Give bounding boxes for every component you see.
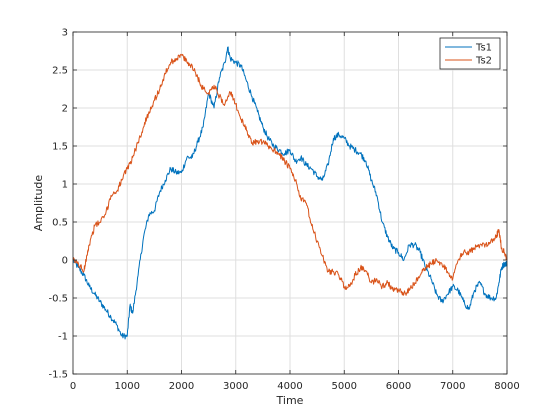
series-line-ts2 bbox=[72, 53, 508, 296]
y-tick-label: 1 bbox=[62, 180, 68, 191]
y-tick-label: -1.5 bbox=[48, 370, 68, 381]
x-tick-label: 5000 bbox=[332, 381, 357, 392]
x-tick-label: 7000 bbox=[440, 381, 465, 392]
y-tick-label: 3 bbox=[62, 28, 68, 39]
series-line-ts1 bbox=[72, 46, 508, 340]
legend-box bbox=[439, 37, 501, 70]
y-tick-label: -0.5 bbox=[48, 294, 68, 305]
y-tick-label: 1.5 bbox=[52, 142, 68, 153]
x-tick-label: 1000 bbox=[115, 381, 140, 392]
y-axis-label: Amplitude bbox=[32, 175, 45, 232]
ticks-layer: 0 1000 2000 3000 4000 5000 6000 7000 8000 -1.5 -1 -… bbox=[48, 28, 519, 393]
y-tick-label: 2.5 bbox=[52, 66, 68, 77]
x-tick-label: 6000 bbox=[386, 381, 411, 392]
x-tick-label: 3000 bbox=[223, 381, 248, 392]
legend-label-ts1: Ts1 bbox=[475, 43, 492, 54]
x-tick-label: 0 bbox=[70, 381, 76, 392]
x-axis-label: Time bbox=[276, 394, 304, 407]
x-tick-label: 2000 bbox=[169, 381, 194, 392]
legend-label-ts2: Ts2 bbox=[475, 56, 492, 67]
x-tick-label: 8000 bbox=[494, 381, 519, 392]
x-tick-label: 4000 bbox=[277, 381, 302, 392]
y-tick-label: 2 bbox=[62, 104, 68, 115]
y-tick-label: 0 bbox=[62, 256, 68, 267]
y-tick-label: -1 bbox=[58, 332, 68, 343]
series-layer bbox=[72, 46, 508, 340]
y-tick-label: 0.5 bbox=[52, 218, 68, 229]
